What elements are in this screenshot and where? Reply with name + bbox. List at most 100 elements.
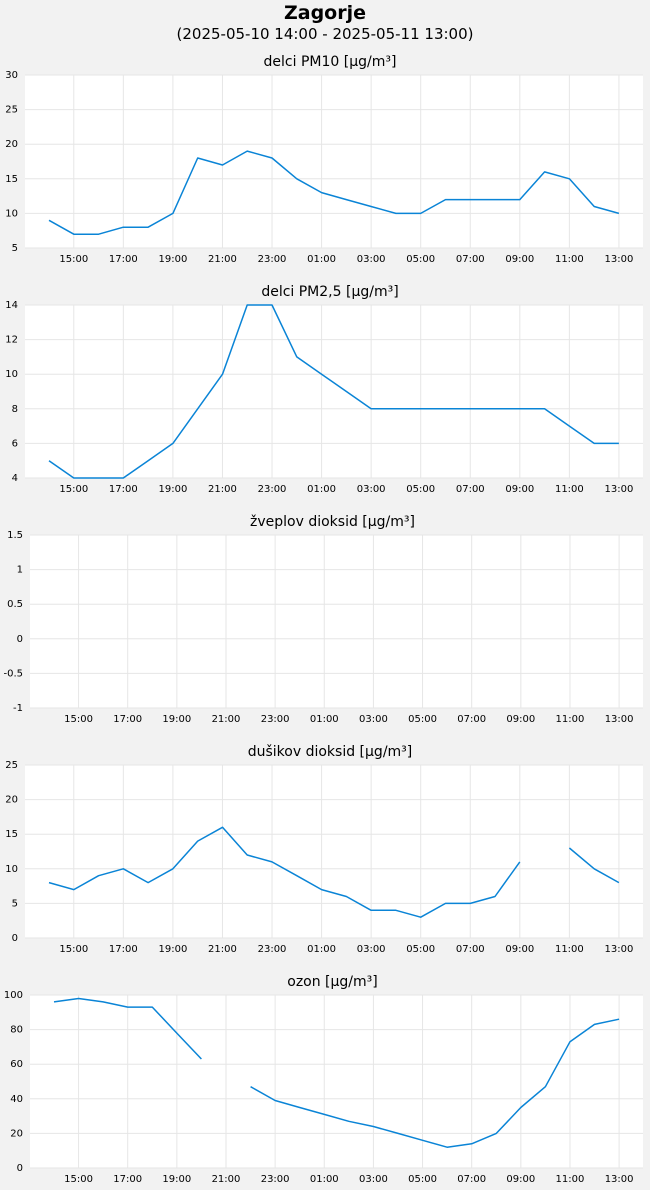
y-tick-label: 12 <box>5 335 18 346</box>
x-tick-label: 09:00 <box>506 1174 535 1185</box>
chart-title: žveplov dioksid [µg/m³] <box>250 514 415 530</box>
x-tick-label: 05:00 <box>408 1174 437 1185</box>
y-tick-label: 1 <box>17 565 23 576</box>
x-tick-label: 11:00 <box>556 714 585 725</box>
y-tick-label: 25 <box>5 760 18 771</box>
y-tick-label: 20 <box>5 139 18 150</box>
y-tick-label: 8 <box>12 404 18 415</box>
y-tick-label: 5 <box>12 898 18 909</box>
x-tick-label: 01:00 <box>307 254 336 265</box>
x-tick-label: 07:00 <box>456 944 485 955</box>
x-tick-label: 21:00 <box>212 1174 241 1185</box>
y-tick-label: 0 <box>17 1163 23 1174</box>
x-tick-label: 21:00 <box>208 254 237 265</box>
chart-title: delci PM2,5 [µg/m³] <box>261 284 398 300</box>
x-tick-label: 05:00 <box>406 254 435 265</box>
y-tick-label: 14 <box>5 300 18 311</box>
chart-4: dušikov dioksid [µg/m³] 0 5 10 15 20 25 15:00 17… <box>5 744 643 955</box>
x-tick-label: 09:00 <box>506 714 535 725</box>
y-tick-label: 60 <box>10 1059 23 1070</box>
x-tick-label: 07:00 <box>457 714 486 725</box>
x-tick-label: 13:00 <box>605 1174 634 1185</box>
chart-5: ozon [µg/m³] 0 20 40 60 80 100 15:00 17:00 19:00 2… <box>4 974 643 1185</box>
x-tick-label: 11:00 <box>555 484 584 495</box>
x-tick-label: 03:00 <box>359 1174 388 1185</box>
plot-area <box>25 765 643 938</box>
chart-title: dušikov dioksid [µg/m³] <box>248 744 413 760</box>
y-tick-label: 20 <box>10 1128 23 1139</box>
x-tick-label: 17:00 <box>109 944 138 955</box>
x-tick-label: 15:00 <box>59 484 88 495</box>
page-title: Zagorje <box>283 2 367 24</box>
x-tick-label: 19:00 <box>158 944 187 955</box>
x-tick-label: 05:00 <box>406 484 435 495</box>
x-tick-label: 21:00 <box>208 944 237 955</box>
plot-area <box>25 75 643 248</box>
x-tick-label: 23:00 <box>261 714 290 725</box>
x-tick-label: 03:00 <box>357 484 386 495</box>
x-tick-label: 13:00 <box>605 944 634 955</box>
y-tick-label: 25 <box>5 105 18 116</box>
y-tick-label: 40 <box>10 1094 23 1105</box>
y-tick-label: 15 <box>5 829 18 840</box>
chart-3: žveplov dioksid [µg/m³] -1 -0.5 0 0.5 1 1.5 15:… <box>3 514 643 725</box>
y-tick-label: 1.5 <box>7 530 23 541</box>
y-tick-label: 100 <box>4 990 23 1001</box>
page-subtitle: (2025-05-10 14:00 - 2025-05-11 13:00) <box>176 25 474 43</box>
x-tick-label: 09:00 <box>505 254 534 265</box>
y-tick-label: 4 <box>12 473 18 484</box>
y-tick-label: 0 <box>12 933 18 944</box>
x-tick-label: 01:00 <box>307 484 336 495</box>
x-tick-label: 01:00 <box>310 1174 339 1185</box>
x-tick-label: 05:00 <box>408 714 437 725</box>
x-tick-label: 23:00 <box>258 944 287 955</box>
x-tick-label: 03:00 <box>359 714 388 725</box>
y-tick-label: 10 <box>5 864 18 875</box>
y-tick-label: 10 <box>5 208 18 219</box>
x-tick-label: 17:00 <box>113 1174 142 1185</box>
y-tick-label: 15 <box>5 174 18 185</box>
x-tick-label: 15:00 <box>59 944 88 955</box>
y-tick-label: 5 <box>12 243 18 254</box>
x-tick-label: 13:00 <box>605 714 634 725</box>
x-tick-label: 11:00 <box>555 254 584 265</box>
plot-area <box>25 305 643 478</box>
x-tick-label: 03:00 <box>357 254 386 265</box>
x-tick-label: 11:00 <box>555 944 584 955</box>
y-tick-label: 80 <box>10 1025 23 1036</box>
x-tick-label: 15:00 <box>59 254 88 265</box>
x-tick-label: 19:00 <box>162 714 191 725</box>
x-tick-label: 21:00 <box>208 484 237 495</box>
y-tick-label: 20 <box>5 795 18 806</box>
x-tick-label: 17:00 <box>109 254 138 265</box>
chart-1: delci PM10 [µg/m³] 5 10 15 20 25 30 15:00 17:00 1… <box>5 54 643 265</box>
y-tick-label: 0.5 <box>7 599 23 610</box>
x-tick-label: 17:00 <box>113 714 142 725</box>
x-tick-label: 09:00 <box>505 944 534 955</box>
chart-title: ozon [µg/m³] <box>287 974 378 990</box>
series-line <box>250 1018 620 1148</box>
x-tick-label: 03:00 <box>357 944 386 955</box>
y-tick-label: -1 <box>13 703 23 714</box>
plot-area <box>30 535 643 708</box>
series-line <box>568 847 620 884</box>
x-tick-label: 05:00 <box>406 944 435 955</box>
y-tick-label: -0.5 <box>3 668 23 679</box>
chart-2: delci PM2,5 [µg/m³] 4 6 8 10 12 14 15:00 17:00 19… <box>5 284 643 495</box>
x-tick-label: 21:00 <box>212 714 241 725</box>
x-tick-label: 15:00 <box>64 1174 93 1185</box>
x-tick-label: 23:00 <box>258 484 287 495</box>
y-tick-label: 30 <box>5 70 18 81</box>
y-tick-label: 10 <box>5 369 18 380</box>
x-tick-label: 09:00 <box>505 484 534 495</box>
y-tick-label: 6 <box>12 438 18 449</box>
x-tick-label: 19:00 <box>158 484 187 495</box>
x-tick-label: 07:00 <box>456 484 485 495</box>
series-line <box>53 997 202 1060</box>
series-line <box>48 150 620 235</box>
x-tick-label: 13:00 <box>605 254 634 265</box>
x-tick-label: 01:00 <box>310 714 339 725</box>
plot-area <box>30 995 643 1168</box>
series-line <box>48 826 521 918</box>
